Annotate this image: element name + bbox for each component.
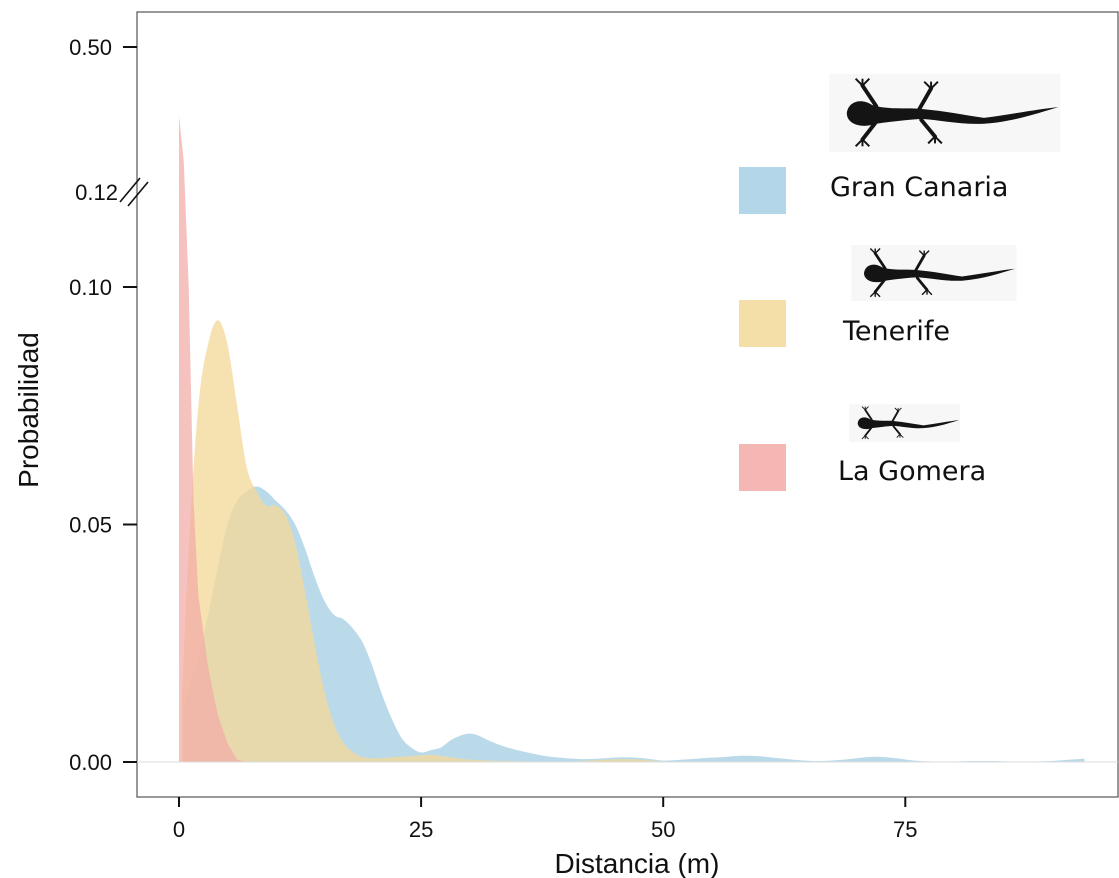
- x-tick-label: 75: [893, 817, 917, 842]
- lizard-silhouette-icon: [851, 245, 1017, 301]
- lizard-silhouette-icon: [849, 404, 961, 442]
- y-tick-label: 0.50: [69, 35, 112, 60]
- legend: Gran Canaria Tenerife La Gomera: [739, 73, 1061, 491]
- y-tick-label: 0.05: [69, 513, 112, 538]
- density-area-la-gomera: [179, 115, 247, 762]
- legend-key-la-gomera: [739, 444, 786, 491]
- legend-key-tenerife: [739, 300, 786, 347]
- y-tick-label: 0.12: [75, 180, 118, 205]
- y-tick-label: 0.10: [69, 275, 112, 300]
- x-axis-title: Distancia (m): [555, 848, 720, 878]
- legend-label-tenerife: Tenerife: [842, 316, 950, 347]
- lizard-silhouette-icon: [829, 73, 1061, 153]
- plot-panel: [136, 11, 1119, 798]
- axis-break-mark: [127, 181, 149, 207]
- legend-label-la-gomera: La Gomera: [838, 456, 986, 487]
- y-axis-title: Probabilidad: [13, 332, 44, 488]
- density-area-tenerife: [181, 320, 664, 762]
- legend-label-gran-canaria: Gran Canaria: [830, 172, 1008, 203]
- x-tick-label: 50: [651, 817, 675, 842]
- x-tick-label: 25: [409, 817, 433, 842]
- y-tick-label: 0.00: [69, 750, 112, 775]
- x-tick-label: 0: [173, 817, 185, 842]
- axis-break-mark: [119, 177, 141, 203]
- density-areas: [179, 115, 1085, 762]
- axes: 0 25 50 75 0.00 0.05 0.10 0.12 0.50: [69, 11, 1119, 842]
- legend-key-gran-canaria: [739, 167, 786, 214]
